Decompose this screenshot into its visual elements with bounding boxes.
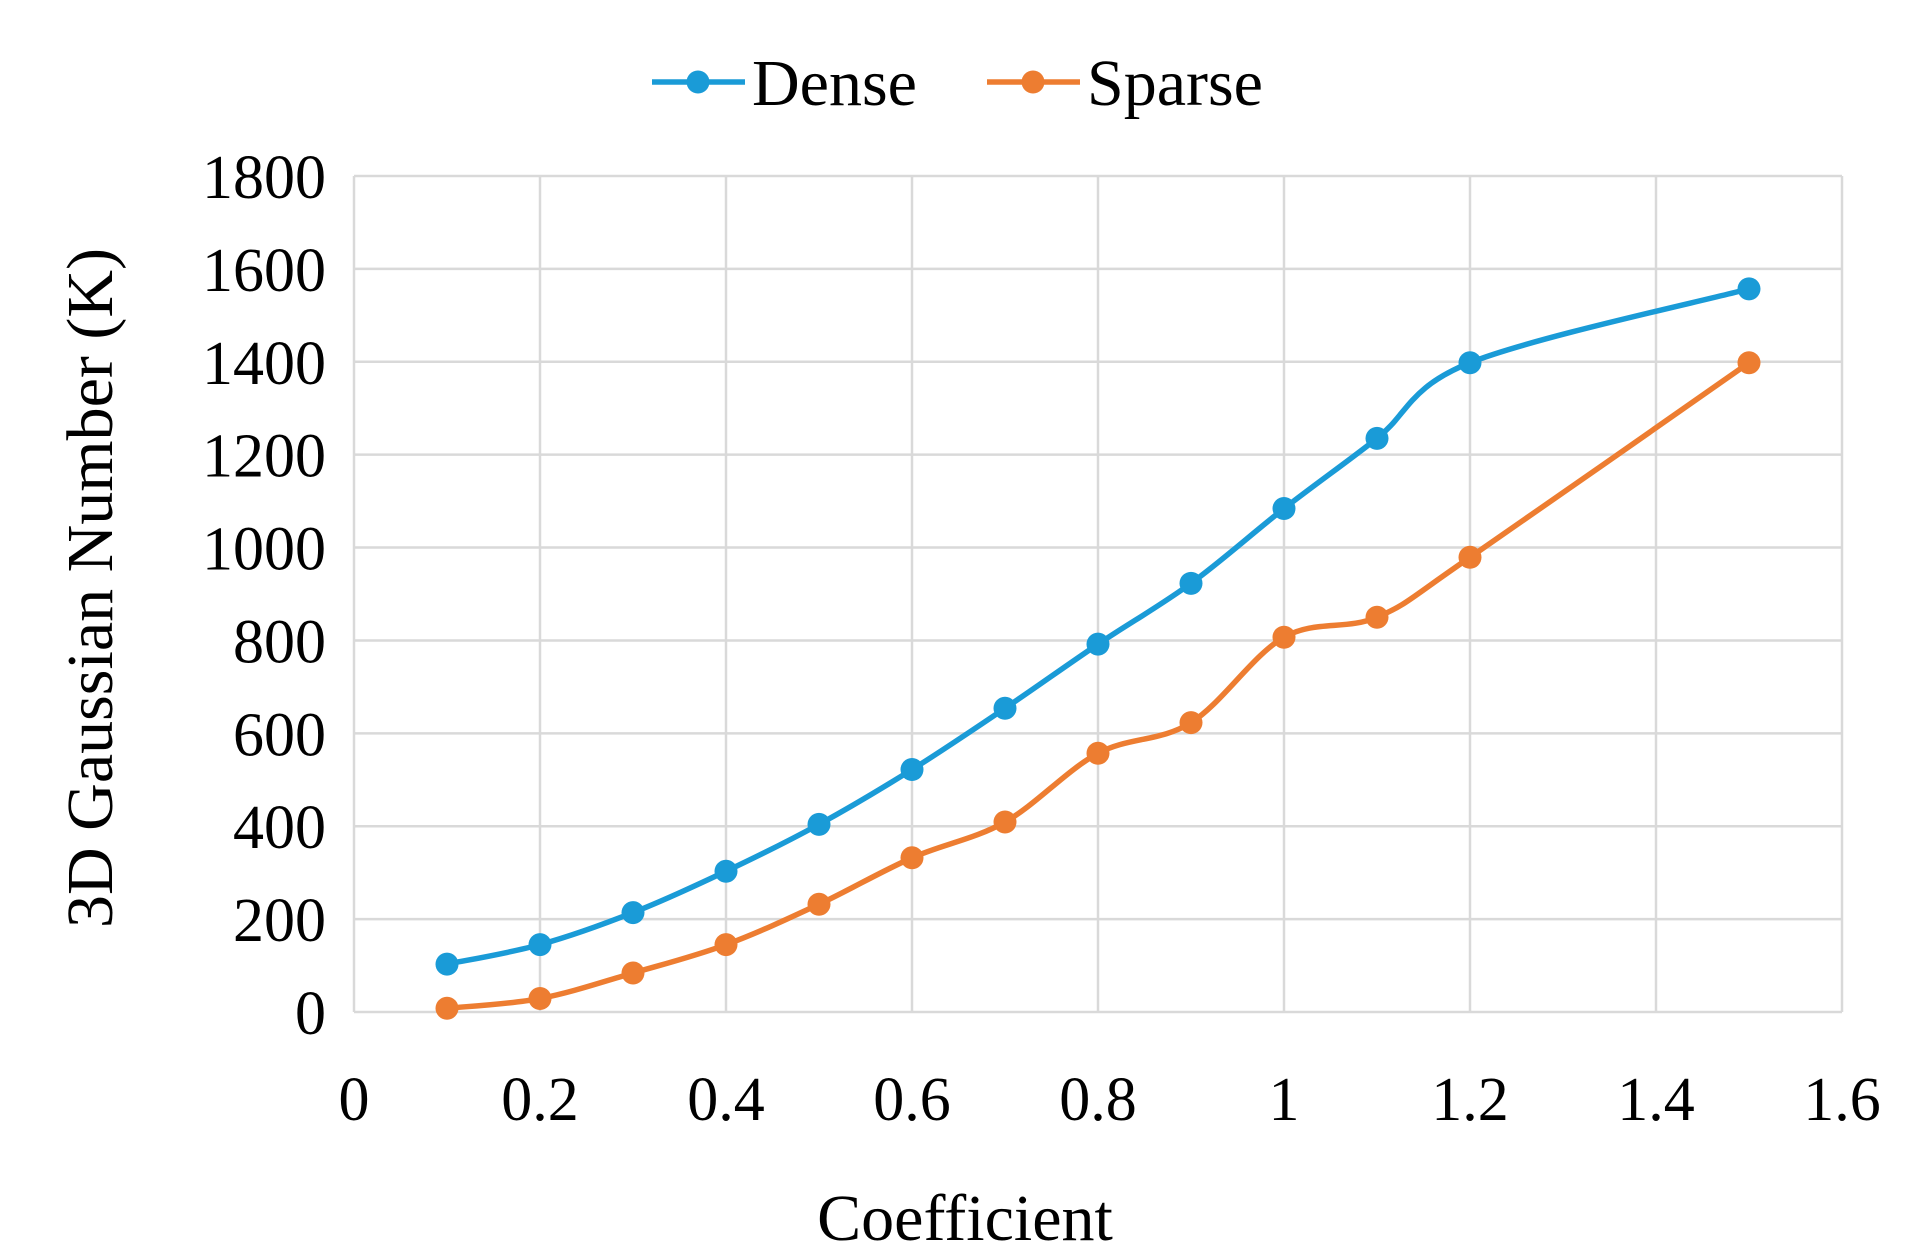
data-point-sparse [1458,545,1482,569]
data-point-sparse [1365,605,1389,629]
data-point-dense [528,933,552,957]
y-tick-label: 600 [233,701,326,769]
data-point-dense [435,952,459,976]
legend-label-dense: Dense [752,47,917,120]
data-point-dense [714,859,738,883]
y-tick-label: 1400 [202,330,326,398]
data-point-dense [1737,277,1761,301]
data-point-sparse [714,933,738,957]
x-tick-label: 1.2 [1431,1066,1509,1134]
x-tick-label: 0.6 [873,1066,951,1134]
y-tick-label: 1600 [202,237,326,305]
series-line-sparse [446,360,1751,1012]
x-axis-title: Coefficient [817,1182,1113,1255]
y-tick-label: 800 [233,608,326,676]
data-point-dense [1179,571,1203,595]
y-axis-title: 3D Gaussian Number (K) [54,248,127,928]
data-point-dense [993,696,1017,720]
data-point-sparse [900,846,924,870]
y-tick-label: 200 [233,887,326,955]
x-tick-label: 0 [339,1066,370,1134]
x-axis-ticks: 0 0.2 0.4 0.6 0.8 1 1.2 1.4 1.6 [339,1066,1881,1134]
data-point-dense [1086,632,1110,656]
data-point-dense [1458,351,1482,375]
x-tick-label: 1 [1269,1066,1300,1134]
data-point-sparse [528,987,552,1011]
grid [352,174,1844,1014]
data-point-sparse [435,996,459,1020]
legend: Dense Sparse [652,47,1263,120]
legend-marker-dense [686,70,710,94]
series-line-dense [446,286,1750,967]
y-axis-ticks: 0 200 400 600 800 1000 1200 1400 1600 1800 [202,144,326,1048]
y-tick-label: 1000 [202,516,326,584]
legend-marker-sparse [1021,70,1045,94]
data-point-dense [900,758,924,782]
y-tick-label: 400 [233,794,326,862]
data-point-dense [1365,426,1389,450]
data-point-sparse [1272,625,1296,649]
x-tick-label: 1.6 [1803,1066,1881,1134]
data-point-dense [1272,497,1296,521]
x-tick-label: 0.8 [1059,1066,1137,1134]
x-tick-label: 0.2 [501,1066,579,1134]
data-point-sparse [1086,741,1110,765]
legend-label-sparse: Sparse [1087,47,1263,120]
data-point-dense [621,901,645,925]
y-tick-label: 1200 [202,423,326,491]
data-point-sparse [993,810,1017,834]
x-tick-label: 0.4 [687,1066,765,1134]
x-tick-label: 1.4 [1617,1066,1695,1134]
data-point-dense [807,812,831,836]
y-tick-label: 1800 [202,144,326,212]
data-point-sparse [807,892,831,916]
data-point-sparse [621,961,645,985]
series-layer [435,277,1761,1020]
y-tick-label: 0 [295,980,326,1048]
data-point-sparse [1737,351,1761,375]
data-point-sparse [1179,711,1203,735]
